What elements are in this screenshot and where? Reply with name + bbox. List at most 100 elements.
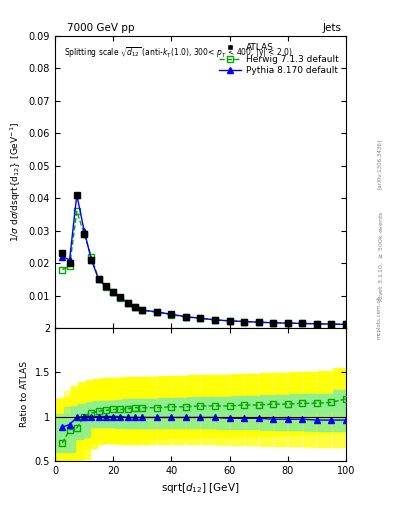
Bar	[187, 375, 213, 437]
Bar	[129, 407, 155, 428]
Text: 7000 GeV pp: 7000 GeV pp	[67, 23, 134, 33]
Text: Splitting scale $\sqrt{d_{12}}$ (anti-$k_T$(1.0), 300< $p_T$ < 400, |y| < 2.0): Splitting scale $\sqrt{d_{12}}$ (anti-$k…	[64, 45, 293, 59]
Y-axis label: 1/$\sigma$ d$\sigma$/dsqrt{d$_{12}$} [GeV$^{-1}$]: 1/$\sigma$ d$\sigma$/dsqrt{d$_{12}$} [Ge…	[9, 122, 23, 242]
Bar	[107, 390, 134, 443]
Bar	[202, 407, 228, 428]
Bar	[100, 400, 126, 418]
Bar	[122, 391, 148, 444]
Bar	[64, 407, 90, 428]
Bar	[231, 392, 257, 445]
Bar	[260, 409, 286, 430]
Bar	[304, 394, 330, 412]
Bar	[129, 399, 155, 417]
Bar	[86, 380, 112, 442]
Bar	[202, 397, 228, 415]
Bar	[202, 375, 228, 437]
Bar	[57, 399, 83, 461]
Bar	[49, 417, 75, 438]
Bar	[71, 390, 97, 443]
Bar	[100, 390, 126, 443]
Bar	[122, 377, 148, 439]
Bar	[49, 412, 75, 474]
Bar	[260, 373, 286, 435]
Bar	[115, 377, 141, 439]
Bar	[246, 374, 272, 436]
Bar	[144, 391, 170, 444]
Bar	[217, 397, 242, 415]
Bar	[64, 397, 90, 459]
Bar	[64, 391, 90, 444]
Bar	[78, 390, 105, 443]
Bar	[129, 391, 155, 444]
Bar	[115, 400, 141, 417]
Bar	[129, 377, 155, 439]
Bar	[78, 406, 105, 427]
Bar	[231, 396, 257, 414]
Bar	[57, 421, 83, 439]
Bar	[187, 391, 213, 444]
Bar	[86, 406, 112, 427]
Bar	[107, 378, 134, 440]
Bar	[86, 402, 112, 420]
Bar	[49, 400, 75, 454]
Bar	[115, 391, 141, 444]
Bar	[100, 378, 126, 440]
Bar	[289, 393, 315, 446]
Bar	[158, 376, 184, 438]
Bar	[173, 398, 199, 416]
Bar	[246, 408, 272, 429]
Bar	[304, 410, 330, 431]
Bar	[289, 372, 315, 434]
Bar	[64, 419, 90, 437]
Bar	[107, 400, 134, 418]
Bar	[107, 406, 134, 427]
Bar	[260, 393, 286, 446]
Bar	[173, 407, 199, 428]
Bar	[275, 373, 301, 435]
Legend: ATLAS, Herwig 7.1.3 default, Pythia 8.170 default: ATLAS, Herwig 7.1.3 default, Pythia 8.17…	[216, 40, 342, 78]
Bar	[93, 390, 119, 443]
Bar	[318, 394, 344, 411]
Bar	[93, 401, 119, 419]
Bar	[158, 398, 184, 416]
Bar	[122, 399, 148, 417]
Bar	[318, 371, 344, 433]
Bar	[333, 394, 359, 446]
Bar	[246, 396, 272, 414]
Bar	[333, 368, 359, 430]
Bar	[318, 410, 344, 431]
Bar	[78, 382, 105, 444]
Bar	[93, 406, 119, 427]
X-axis label: sqrt[$d_{12}$] [GeV]: sqrt[$d_{12}$] [GeV]	[161, 481, 240, 495]
Bar	[100, 406, 126, 427]
Bar	[217, 408, 242, 429]
Bar	[289, 394, 315, 412]
Bar	[304, 372, 330, 434]
Bar	[71, 386, 97, 447]
Bar	[57, 398, 83, 451]
Bar	[144, 377, 170, 439]
Bar	[318, 394, 344, 446]
Bar	[173, 376, 199, 438]
Bar	[187, 407, 213, 428]
Bar	[333, 390, 359, 408]
Bar	[246, 392, 272, 445]
Bar	[304, 394, 330, 446]
Bar	[231, 408, 257, 429]
Y-axis label: Ratio to ATLAS: Ratio to ATLAS	[20, 361, 29, 428]
Bar	[49, 434, 75, 452]
Text: mcplots.cern.ch: mcplots.cern.ch	[377, 295, 382, 339]
Bar	[144, 399, 170, 417]
Bar	[260, 395, 286, 413]
Bar	[78, 404, 105, 422]
Bar	[93, 379, 119, 441]
Bar	[122, 407, 148, 428]
Bar	[187, 397, 213, 415]
Bar	[144, 407, 170, 428]
Bar	[57, 414, 83, 435]
Bar	[115, 407, 141, 428]
Text: Rivet 3.1.10, $\geq$ 500k events: Rivet 3.1.10, $\geq$ 500k events	[377, 210, 385, 302]
Text: Jets: Jets	[323, 23, 342, 33]
Bar	[71, 406, 97, 427]
Bar	[289, 409, 315, 430]
